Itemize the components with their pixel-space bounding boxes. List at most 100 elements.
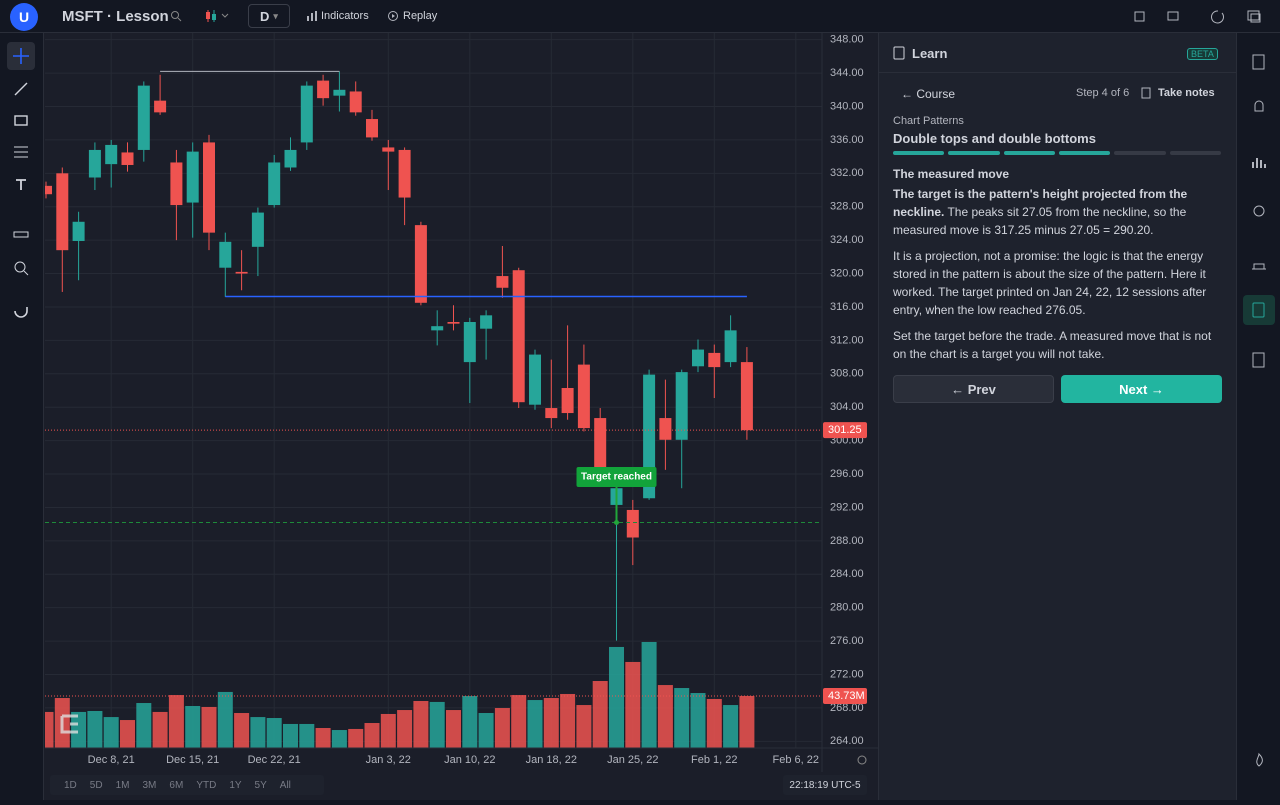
x-tick-label: Jan 25, 22: [607, 754, 658, 766]
progress-segment: [1058, 151, 1111, 155]
x-tick-label: Dec 15, 21: [166, 754, 219, 766]
y-tick-label: 308.00: [830, 368, 864, 380]
candle-body: [692, 349, 704, 367]
badge: BETA: [1187, 48, 1218, 60]
x-tick-label: Feb 1, 22: [691, 754, 737, 766]
y-tick-label: 344.00: [830, 67, 864, 79]
y-tick-label: 268.00: [830, 702, 864, 714]
volume-bar: [315, 728, 331, 748]
candle-body: [708, 352, 721, 368]
section-heading: The measured move: [893, 167, 1010, 181]
candle-body: [121, 152, 134, 165]
volume-bar: [446, 710, 461, 748]
volume-bar: [413, 700, 429, 748]
volume-bar: [429, 701, 445, 748]
candle-body: [45, 185, 52, 195]
bold-text: The target is the pattern's height proje…: [893, 187, 1188, 219]
range-button[interactable]: 1D: [64, 779, 77, 791]
candle-body: [203, 142, 215, 233]
volume-bar: [380, 713, 396, 748]
candle-body: [529, 354, 541, 405]
candle-body: [137, 85, 150, 150]
range-button[interactable]: 5D: [89, 779, 103, 791]
range-button[interactable]: YTD: [196, 779, 217, 791]
course-name: Chart Patterns: [893, 115, 964, 127]
annotation: Target reached: [581, 472, 652, 483]
price-tag: [823, 422, 867, 439]
range-button[interactable]: 5Y: [254, 779, 267, 791]
interval[interactable]: D ▾: [248, 4, 290, 28]
candle-body: [724, 330, 737, 363]
avatar[interactable]: U: [10, 3, 38, 31]
next-button[interactable]: Next →: [1061, 375, 1222, 403]
candle-body: [284, 149, 297, 168]
progress-segment: [948, 151, 1000, 155]
search-icon[interactable]: [170, 10, 182, 22]
range-button[interactable]: All: [279, 779, 291, 791]
volume-bar: [609, 646, 624, 748]
volume-bar: [674, 688, 690, 748]
volume-bar: [364, 723, 380, 748]
volume-bar: [657, 685, 673, 748]
y-tick-label: 304.00: [830, 401, 864, 413]
side-icons[interactable]: [1237, 33, 1280, 800]
progress-segment: [1003, 151, 1055, 155]
y-tick-label: 264.00: [830, 735, 864, 747]
candle-body: [447, 322, 460, 324]
lesson-body: The measured move The target is the patt…: [879, 165, 1237, 371]
window-controls[interactable]: [1130, 8, 1270, 24]
candle-body: [561, 387, 574, 414]
candle-body: [235, 271, 248, 274]
volume-bar: [543, 698, 559, 748]
candle-body: [251, 212, 264, 247]
volume-bar: [250, 717, 266, 748]
progress: [893, 151, 1221, 155]
range-button[interactable]: 6M: [169, 779, 184, 791]
volume-tag: [823, 687, 867, 704]
replay[interactable]: Replay: [403, 10, 438, 22]
y-tick-label: 280.00: [830, 602, 864, 614]
logo: [60, 714, 78, 734]
volume-tag-label: 43.73M: [828, 690, 865, 702]
lesson-title: Double tops and double bottoms: [893, 131, 1096, 146]
prev-button[interactable]: ← Prev: [893, 375, 1054, 403]
y-tick-label: 288.00: [830, 535, 864, 547]
annotation-dot: [614, 519, 619, 525]
candle-body: [577, 364, 590, 429]
range-bar: 1D 5D 1M 3M 6M YTD 1Y 5Y All: [50, 775, 324, 795]
symbol-title[interactable]: MSFT · Lesson: [62, 8, 169, 25]
right-toolbar: [1236, 33, 1280, 800]
annotation-box: [576, 467, 657, 487]
y-tick-label: 276.00: [830, 635, 864, 647]
take-notes[interactable]: Take notes: [1158, 87, 1215, 99]
chart-type[interactable]: [204, 8, 230, 24]
top-bar: U MSFT · Lesson D ▾ Indicators Replay: [0, 0, 1280, 33]
candle-body: [382, 147, 395, 152]
step: Step 4 of 6: [1076, 87, 1130, 99]
paragraph: Set the target before the trade. A measu…: [893, 329, 1212, 361]
volume-bar: [625, 661, 641, 748]
y-tick-label: 336.00: [830, 134, 864, 146]
range-button[interactable]: 1Y: [229, 779, 242, 791]
indicators-icon: [307, 11, 317, 21]
candle-body: [512, 270, 525, 403]
volume-bar: [217, 691, 233, 748]
candle-body: [740, 362, 753, 431]
candle-body: [545, 408, 558, 419]
candle-body: [219, 241, 232, 268]
plot: [45, 33, 822, 748]
range-button[interactable]: 3M: [142, 779, 157, 791]
drawing-tools[interactable]: [0, 33, 44, 353]
indicators[interactable]: Indicators: [321, 10, 369, 22]
volume-bar: [706, 698, 722, 748]
back-link[interactable]: ← Course: [901, 87, 956, 101]
range-button[interactable]: 1M: [115, 779, 130, 791]
volume-bar: [120, 720, 135, 748]
interval-label: D: [260, 8, 270, 24]
candle-body: [366, 119, 378, 138]
volume-bar: [527, 700, 543, 748]
y-tick-label: 332.00: [830, 167, 864, 179]
x-tick-label: Jan 18, 22: [526, 754, 577, 766]
chart: 264.00 268.00 272.00 276.00 280.00 284.00 288.…: [45, 33, 878, 772]
